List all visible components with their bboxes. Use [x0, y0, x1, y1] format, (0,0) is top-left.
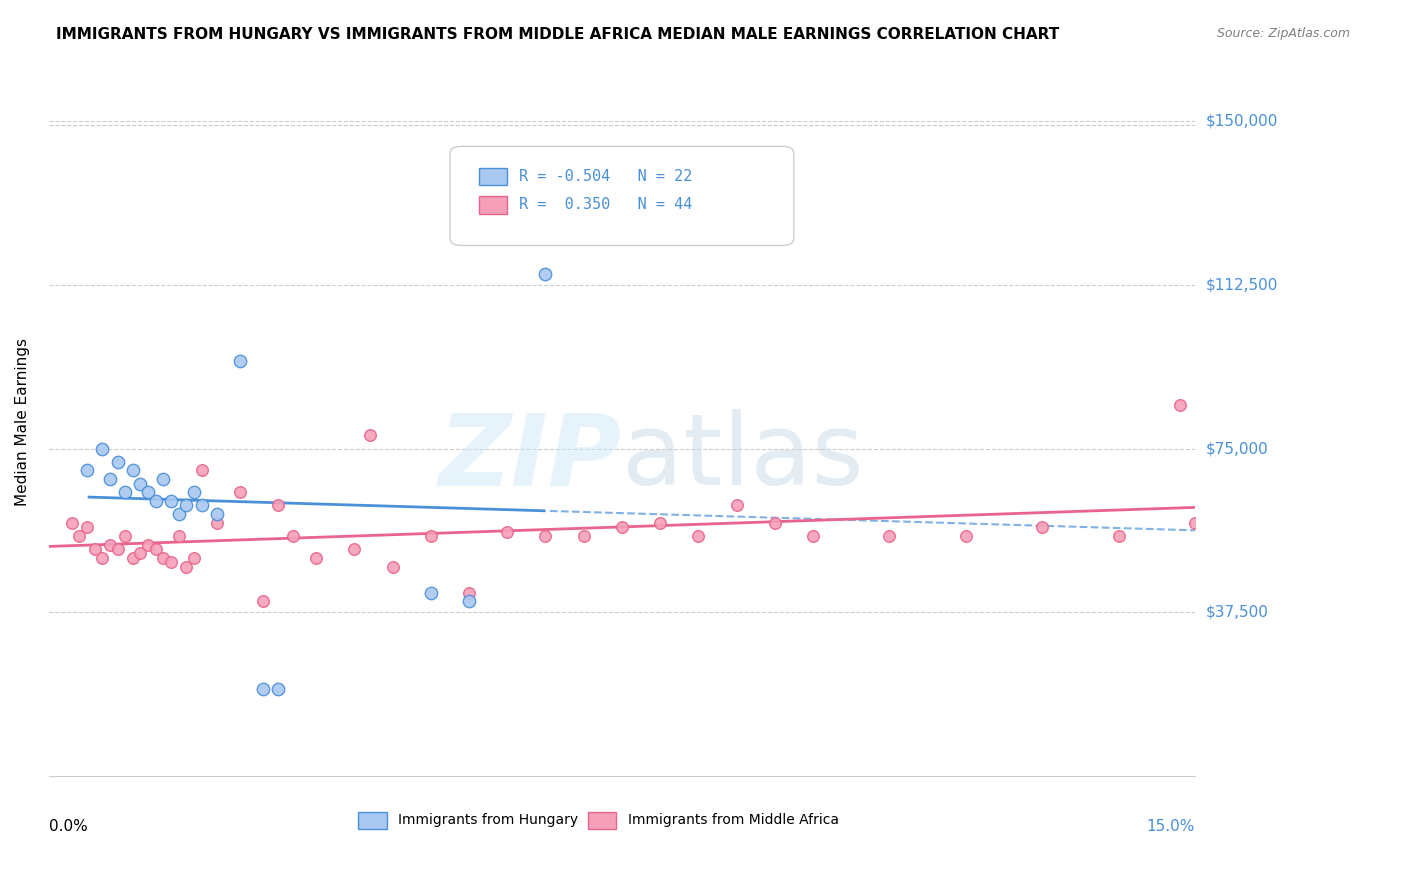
Point	[107, 542, 129, 557]
Point	[229, 485, 252, 500]
Point	[1031, 520, 1053, 534]
Point	[496, 524, 519, 539]
Point	[160, 494, 183, 508]
Text: IMMIGRANTS FROM HUNGARY VS IMMIGRANTS FROM MIDDLE AFRICA MEDIAN MALE EARNINGS CO: IMMIGRANTS FROM HUNGARY VS IMMIGRANTS FR…	[56, 27, 1060, 42]
Point	[458, 594, 481, 608]
Point	[152, 550, 174, 565]
Point	[801, 529, 824, 543]
Bar	[588, 812, 616, 830]
Point	[91, 550, 114, 565]
Point	[252, 681, 274, 696]
Point	[229, 354, 252, 368]
Point	[121, 463, 143, 477]
Bar	[359, 812, 387, 830]
Text: Immigrants from Hungary: Immigrants from Hungary	[398, 814, 578, 827]
Point	[98, 472, 121, 486]
Point	[205, 507, 228, 521]
Text: R = -0.504   N = 22: R = -0.504 N = 22	[519, 169, 692, 184]
Point	[610, 520, 633, 534]
Text: $150,000: $150,000	[1206, 113, 1278, 128]
Point	[121, 550, 143, 565]
Point	[76, 463, 98, 477]
Point	[60, 516, 83, 530]
Point	[283, 529, 305, 543]
Point	[534, 267, 557, 281]
Point	[107, 455, 129, 469]
Text: 15.0%: 15.0%	[1147, 819, 1195, 834]
Text: Source: ZipAtlas.com: Source: ZipAtlas.com	[1216, 27, 1350, 40]
Point	[381, 559, 404, 574]
Text: R =  0.350   N = 44: R = 0.350 N = 44	[519, 197, 692, 212]
Point	[1108, 529, 1130, 543]
Point	[114, 529, 136, 543]
Point	[648, 516, 671, 530]
Point	[167, 529, 190, 543]
Point	[688, 529, 710, 543]
Point	[879, 529, 901, 543]
Point	[763, 516, 786, 530]
Point	[176, 499, 198, 513]
Bar	[478, 168, 508, 186]
Y-axis label: Median Male Earnings: Median Male Earnings	[15, 338, 30, 507]
Text: ZIP: ZIP	[439, 409, 621, 507]
Point	[343, 542, 366, 557]
Text: $75,000: $75,000	[1206, 441, 1268, 456]
Point	[114, 485, 136, 500]
Point	[76, 520, 98, 534]
Point	[458, 585, 481, 599]
Point	[152, 472, 174, 486]
Point	[129, 476, 152, 491]
Point	[305, 550, 328, 565]
FancyBboxPatch shape	[450, 146, 794, 245]
Point	[136, 485, 159, 500]
Point	[534, 529, 557, 543]
Point	[91, 442, 114, 456]
Bar	[478, 196, 508, 213]
Point	[136, 538, 159, 552]
Point	[83, 542, 105, 557]
Point	[267, 499, 290, 513]
Point	[572, 529, 595, 543]
Point	[190, 499, 212, 513]
Text: atlas: atlas	[621, 409, 863, 507]
Point	[183, 550, 205, 565]
Point	[955, 529, 977, 543]
Point	[1168, 398, 1191, 412]
Point	[183, 485, 205, 500]
Point	[267, 681, 290, 696]
Point	[205, 516, 228, 530]
Point	[190, 463, 212, 477]
Text: Immigrants from Middle Africa: Immigrants from Middle Africa	[627, 814, 838, 827]
Point	[419, 529, 441, 543]
Point	[1184, 516, 1206, 530]
Text: $112,500: $112,500	[1206, 277, 1278, 293]
Text: 0.0%: 0.0%	[49, 819, 87, 834]
Point	[129, 546, 152, 560]
Point	[167, 507, 190, 521]
Point	[725, 499, 748, 513]
Text: $37,500: $37,500	[1206, 605, 1270, 620]
Point	[252, 594, 274, 608]
Point	[419, 585, 441, 599]
Point	[359, 428, 381, 442]
Point	[67, 529, 90, 543]
Point	[160, 555, 183, 569]
Point	[176, 559, 198, 574]
Point	[98, 538, 121, 552]
Point	[145, 542, 167, 557]
Point	[145, 494, 167, 508]
